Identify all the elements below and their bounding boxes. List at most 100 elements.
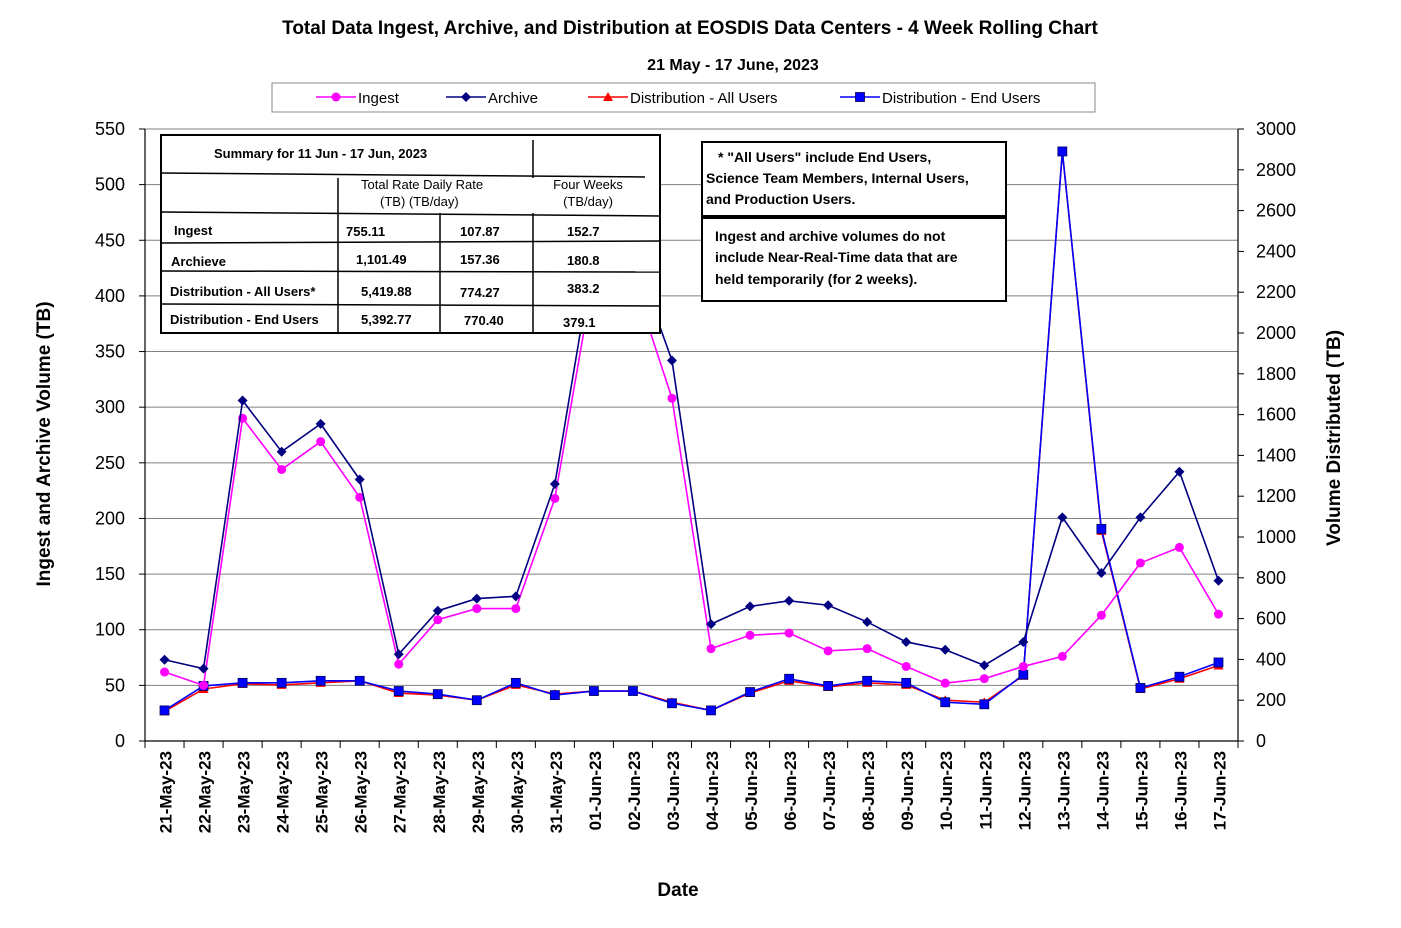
y-right-tick-label: 3000 — [1256, 119, 1296, 139]
series-archive — [159, 246, 1224, 674]
y-right-tick-label: 2000 — [1256, 323, 1296, 343]
data-point — [315, 675, 326, 686]
chart-subtitle: 21 May - 17 June, 2023 — [647, 57, 819, 74]
x-tick-label: 04-Jun-23 — [703, 751, 722, 830]
data-point — [1135, 512, 1146, 523]
y-left-tick-label: 300 — [95, 397, 125, 417]
data-point — [159, 705, 170, 716]
legend-item: Ingest — [316, 90, 400, 107]
note-line: Science Team Members, Internal Users, — [706, 170, 969, 186]
data-point — [394, 659, 404, 669]
y-right-tick-label: 1400 — [1256, 445, 1296, 465]
data-point — [393, 649, 404, 660]
data-point — [628, 686, 638, 696]
data-point — [666, 355, 677, 366]
summary-row-label: Distribution - End Users — [170, 312, 319, 327]
x-tick-label: 05-Jun-23 — [742, 751, 761, 830]
y-left-tick-label: 0 — [115, 731, 125, 751]
data-point — [1057, 651, 1067, 661]
data-point — [823, 600, 834, 611]
x-tick-label: 12-Jun-23 — [1015, 751, 1034, 830]
summary-row-total: 5,419.88 — [361, 284, 412, 299]
y-left-tick-label: 200 — [95, 508, 125, 528]
data-point — [393, 686, 404, 696]
data-point — [940, 678, 950, 688]
data-point — [1018, 669, 1029, 680]
data-point — [1018, 636, 1029, 647]
summary-row-total: 755.11 — [346, 224, 385, 239]
data-point — [823, 681, 834, 691]
y-right-tick-label: 1000 — [1256, 527, 1296, 547]
legend-item: Distribution - End Users — [840, 90, 1040, 107]
x-tick-label: 08-Jun-23 — [859, 751, 878, 830]
data-point — [276, 446, 287, 457]
x-axis-label: Date — [657, 880, 698, 901]
note-line: include Near-Real-Time data that are — [715, 249, 958, 265]
legend-marker — [461, 92, 471, 102]
series-line — [164, 250, 1220, 670]
summary-row: Distribution - All Users* 5,419.88 774.2… — [170, 281, 600, 300]
note-line: and Production Users. — [706, 191, 855, 207]
legend-item: Distribution - All Users — [588, 90, 778, 107]
axes: 0 50 100 150 200 250 300 350 400 450 500 550 0 200 400… — [95, 119, 1296, 833]
data-point — [979, 660, 990, 671]
y-right-tick-label: 1600 — [1256, 405, 1296, 425]
x-tick-label: 29-May-23 — [469, 751, 488, 833]
y-right-tick-label: 2400 — [1256, 241, 1296, 261]
data-point — [316, 437, 326, 447]
data-point — [1096, 567, 1107, 578]
x-tick-label: 30-May-23 — [508, 751, 527, 833]
data-point — [901, 636, 912, 647]
data-point — [1057, 512, 1068, 523]
legend-label: Archive — [488, 90, 538, 107]
summary-header-total-units: (TB) (TB/day) — [380, 194, 459, 209]
data-point — [510, 591, 521, 602]
x-tick-label: 24-May-23 — [274, 751, 293, 833]
summary-row-four-weeks: 379.1 — [563, 315, 596, 330]
x-tick-label: 27-May-23 — [391, 751, 410, 833]
y-left-tick-label: 550 — [95, 119, 125, 139]
data-point — [1174, 466, 1185, 477]
note-near-real-time: Ingest and archive volumes do not includ… — [701, 217, 1007, 302]
summary-title: Summary for 11 Jun - 17 Jun, 2023 — [214, 146, 427, 161]
legend-marker — [603, 92, 613, 101]
data-point — [1213, 575, 1224, 586]
data-point — [199, 680, 209, 690]
y-left-tick-label: 450 — [95, 230, 125, 250]
data-point — [472, 604, 482, 614]
data-point — [277, 464, 287, 474]
y-right-tick-label: 2200 — [1256, 282, 1296, 302]
data-point — [862, 675, 873, 686]
data-point — [1174, 671, 1185, 682]
data-point — [354, 474, 365, 485]
x-tick-label: 09-Jun-23 — [898, 751, 917, 830]
summary-row-daily: 770.40 — [464, 313, 504, 328]
summary-row: Ingest 755.11 107.87 152.7 — [174, 223, 600, 239]
summary-row-total: 5,392.77 — [361, 312, 412, 327]
data-point — [471, 593, 482, 604]
data-point — [550, 493, 560, 503]
y-right-tick-label: 800 — [1256, 568, 1286, 588]
x-tick-label: 17-Jun-23 — [1210, 751, 1229, 830]
legend: Ingest Archive Distribution - All Users Dis… — [271, 82, 1096, 113]
y-left-tick-label: 400 — [95, 286, 125, 306]
data-point — [745, 630, 755, 640]
data-point — [862, 616, 873, 627]
x-tick-label: 06-Jun-23 — [781, 751, 800, 830]
y-right-tick-label: 2600 — [1256, 201, 1296, 221]
x-tick-label: 15-Jun-23 — [1132, 751, 1151, 830]
summary-row-total: 1,101.49 — [356, 252, 407, 267]
data-point — [1135, 683, 1146, 693]
x-tick-label: 16-Jun-23 — [1171, 751, 1190, 830]
data-point — [1213, 657, 1224, 668]
data-point — [1135, 558, 1145, 568]
data-point — [862, 644, 872, 654]
y-left-tick-label: 350 — [95, 342, 125, 362]
summary-row-daily: 107.87 — [460, 224, 500, 239]
data-point — [745, 687, 755, 697]
summary-row-label: Archieve — [171, 254, 226, 269]
data-point — [237, 395, 248, 406]
legend-label: Distribution - All Users — [630, 90, 778, 107]
x-tick-label: 28-May-23 — [430, 751, 449, 833]
